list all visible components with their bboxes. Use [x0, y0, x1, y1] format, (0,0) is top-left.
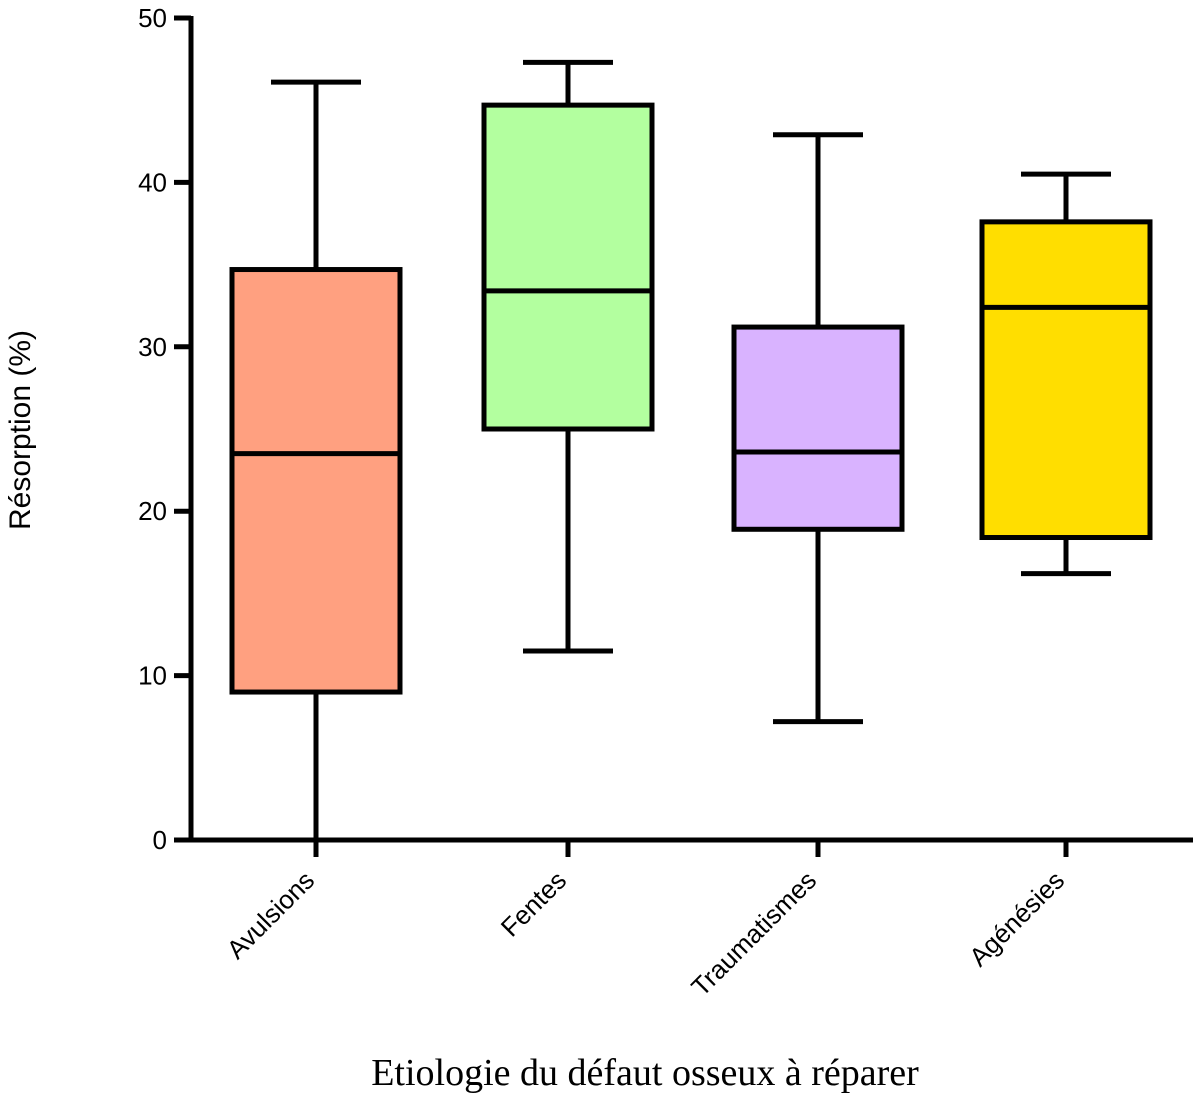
- iqr-box: [731, 324, 905, 532]
- box-avulsions: [229, 79, 403, 840]
- box-agénésies: [979, 171, 1153, 577]
- y-tick-label: 20: [138, 496, 167, 526]
- iqr-box: [979, 219, 1153, 541]
- box-traumatismes: [731, 132, 905, 725]
- x-tick-label: Agénésies: [963, 865, 1070, 972]
- iqr-box: [229, 267, 403, 695]
- x-tick-label: Fentes: [495, 865, 572, 942]
- x-tick-label: Avulsions: [221, 865, 321, 965]
- y-tick-label: 40: [138, 167, 167, 197]
- y-tick-label: 30: [138, 332, 167, 362]
- box-fentes: [481, 59, 655, 654]
- y-tick-label: 0: [153, 825, 167, 855]
- box-series: [229, 59, 1153, 840]
- iqr-box: [481, 102, 655, 432]
- y-axis: 0 10 20 30 40 50: [138, 3, 194, 855]
- x-axis-label: Etiologie du défaut osseux à réparer: [371, 1052, 919, 1094]
- x-tick-label: Traumatismes: [685, 865, 822, 1002]
- x-axis: Avulsions Fentes Traumatismes Agénésies: [189, 837, 1193, 1002]
- y-tick-label: 50: [138, 3, 167, 33]
- y-axis-label: Résorption (%): [4, 330, 37, 530]
- y-tick-label: 10: [138, 661, 167, 691]
